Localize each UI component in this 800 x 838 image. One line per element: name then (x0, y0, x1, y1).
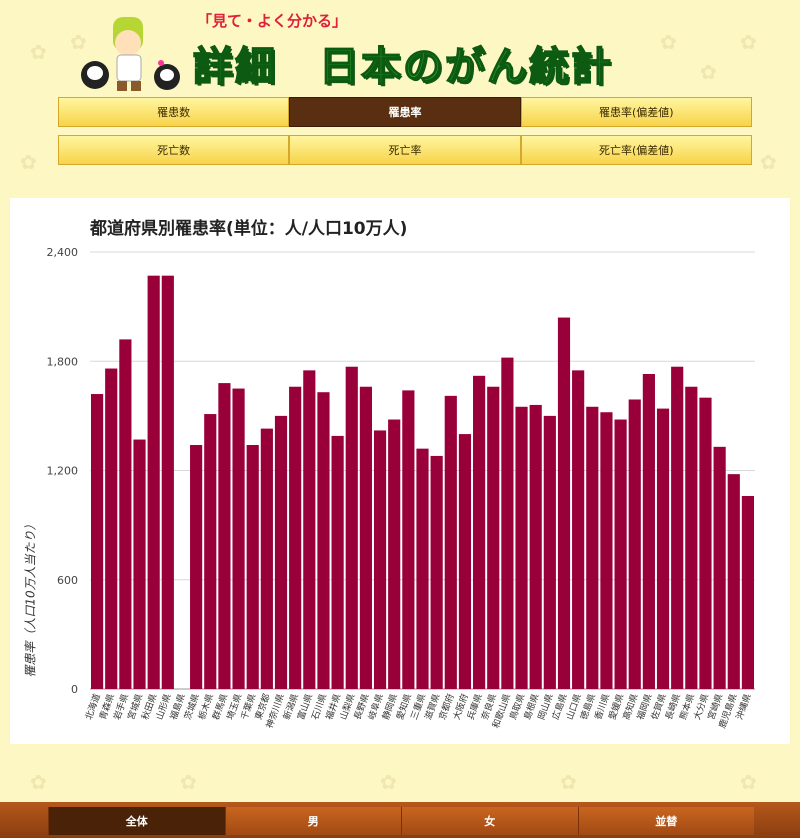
bar (586, 406, 599, 689)
bar (741, 495, 755, 689)
bar (388, 419, 401, 689)
y-tick-label: 0 (71, 683, 78, 696)
bar (359, 386, 372, 689)
bar (161, 275, 174, 689)
bar (444, 395, 457, 689)
header-tagline: 「見て・よく分かる」 (197, 12, 348, 30)
bar (289, 386, 302, 689)
bar (274, 415, 288, 689)
bar (642, 373, 655, 689)
tab-incidence-rate-deviation[interactable]: 罹患率(偏差値) (520, 97, 752, 127)
bar (685, 386, 698, 689)
bar (727, 474, 740, 689)
bar (416, 448, 429, 689)
bar (204, 414, 217, 689)
bar (90, 394, 104, 689)
bar (458, 434, 472, 689)
nav-all[interactable]: 全体 (48, 807, 225, 835)
bar (487, 386, 500, 689)
bar (190, 445, 203, 689)
bar (614, 419, 627, 689)
bottom-nav: 全体 男 女 並替 (48, 807, 754, 835)
bar (133, 439, 146, 689)
nav-sort[interactable]: 並替 (577, 807, 754, 835)
y-tick-label: 600 (57, 574, 78, 587)
bar (699, 397, 712, 689)
bar (529, 404, 542, 689)
bar (515, 406, 528, 689)
bar (331, 435, 344, 689)
site-title[interactable]: 詳細 日本のがん統計 (192, 43, 613, 91)
tab-death-rate[interactable]: 死亡率 (289, 135, 521, 165)
tab-row-incidence: 罹患数 罹患率 罹患率(偏差値) (58, 97, 752, 127)
bar (119, 339, 132, 689)
bar (713, 446, 726, 689)
tab-death-rate-deviation[interactable]: 死亡率(偏差値) (520, 135, 752, 165)
bar (473, 375, 486, 689)
chart-title: 都道府県別罹患率(単位：人/人口10万人) (90, 219, 408, 239)
bar (303, 370, 316, 689)
bar (345, 366, 358, 689)
mascot-illustration (81, 17, 180, 91)
bar (218, 383, 231, 689)
y-tick-label: 1,800 (47, 355, 79, 368)
bar (656, 408, 670, 689)
bar (430, 455, 443, 689)
bar (105, 368, 118, 689)
nav-female[interactable]: 女 (401, 807, 578, 835)
y-tick-label: 1,200 (47, 465, 79, 478)
bar (543, 415, 556, 689)
tab-death-count[interactable]: 死亡数 (58, 135, 290, 165)
bar (260, 428, 273, 689)
bar (628, 399, 641, 689)
bar (572, 370, 585, 689)
tab-incidence-count[interactable]: 罹患数 (58, 97, 290, 127)
bar (147, 275, 160, 689)
bar (317, 392, 330, 689)
y-tick-label: 2,400 (47, 246, 79, 259)
site-header: 「見て・よく分かる」 詳細 日本のがん統計 (75, 8, 635, 94)
bar (373, 430, 387, 689)
chart-panel: 都道府県別罹患率(単位：人/人口10万人) 罹患率（人口10万人当たり） 0 60… (10, 198, 790, 744)
bar (246, 445, 259, 689)
bar (557, 317, 571, 689)
tab-row-mortality: 死亡数 死亡率 死亡率(偏差値) (58, 135, 752, 165)
tab-incidence-rate[interactable]: 罹患率 (289, 97, 521, 127)
bar (501, 357, 514, 689)
bar (600, 412, 613, 689)
bar (232, 388, 245, 689)
bar (402, 390, 415, 689)
nav-male[interactable]: 男 (224, 807, 401, 835)
bar (671, 366, 684, 689)
bar-chart: 06001,2001,8002,400北海道青森県岩手県宮城県秋田県山形県福島県… (47, 246, 755, 730)
